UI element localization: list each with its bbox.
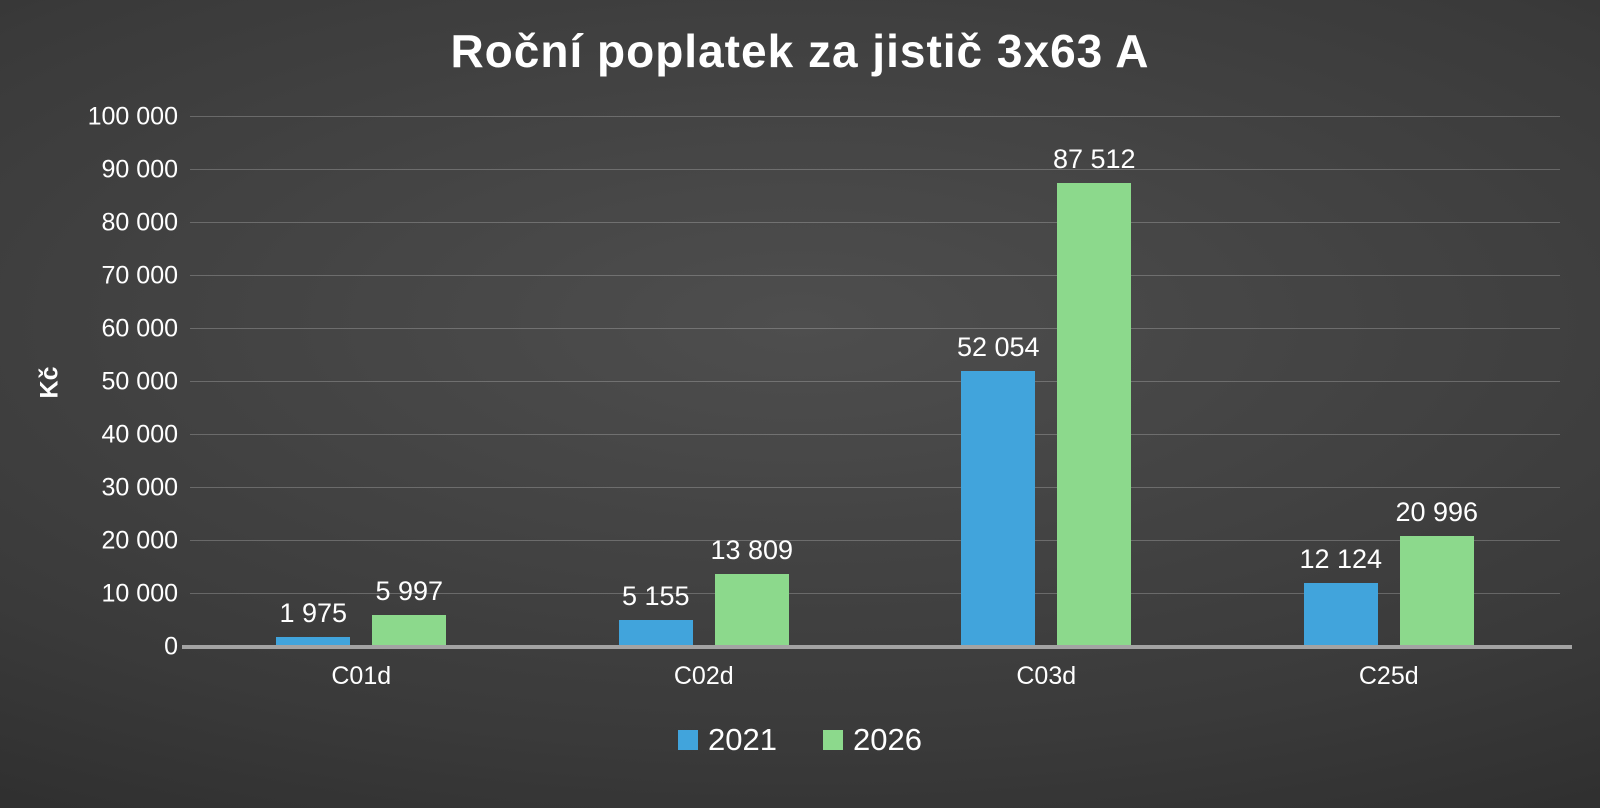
bar-value-label: 1 975 — [279, 597, 348, 628]
x-axis-line — [182, 645, 1572, 649]
bar-2026-C02d: 13 809 — [710, 535, 793, 647]
legend-label: 2021 — [708, 722, 777, 757]
y-tick-label: 30 000 — [101, 473, 178, 502]
gridline — [190, 434, 1560, 435]
chart-title: Roční poplatek za jistič 3x63 A — [450, 25, 1150, 77]
y-tick-label: 50 000 — [101, 367, 178, 396]
bar-2026-C01d: 5 997 — [372, 576, 447, 647]
y-tick-label: 20 000 — [101, 526, 178, 555]
y-tick-label: 90 000 — [101, 155, 178, 184]
bar-value-label: 13 809 — [710, 534, 794, 565]
gridline — [190, 328, 1560, 329]
bar-2021-C01d: 1 975 — [276, 598, 351, 647]
bar-2026-C25d: 20 996 — [1395, 497, 1478, 647]
x-axis-label-C02d: C02d — [673, 662, 734, 690]
plot-area: 1 975 5 997 5 155 13 809 52 054 87 512 12 124 2… — [182, 116, 1572, 649]
bar-2026-C03d: 87 512 — [1053, 144, 1136, 647]
gridline — [190, 540, 1560, 541]
bar-value-label: 12 124 — [1299, 543, 1383, 574]
x-axis-label-C01d: C01d — [331, 662, 392, 690]
y-tick-label: 70 000 — [101, 261, 178, 290]
bar-value-label: 5 155 — [621, 580, 690, 611]
legend-label: 2026 — [853, 722, 922, 757]
bar-2021-C03d: 52 054 — [957, 332, 1040, 647]
legend-marker-2021 — [678, 730, 699, 750]
legend-item-2021: 2021 — [678, 722, 777, 758]
y-axis: 0 10 000 20 000 30 000 40 000 50 000 60 000 70 … — [0, 103, 178, 661]
bar-group-C02d: 5 155 13 809 — [533, 117, 876, 647]
y-tick-label: 40 000 — [101, 420, 178, 449]
bar-value-label: 87 512 — [1052, 144, 1136, 175]
bar-value-label: 5 997 — [375, 576, 444, 607]
x-axis-label-C25d: C25d — [1358, 662, 1419, 690]
x-axis-label-C03d: C03d — [1016, 662, 1077, 690]
bar-2021-C25d: 12 124 — [1299, 544, 1382, 647]
gridline — [190, 381, 1560, 382]
bar-group-C03d: 52 054 87 512 — [875, 117, 1218, 647]
bar-group-C25d: 12 124 20 996 — [1218, 117, 1561, 647]
bar-group-C01d: 1 975 5 997 — [190, 117, 533, 647]
y-tick-label: 60 000 — [101, 314, 178, 343]
x-axis: C01d C02d C03d C25d — [190, 662, 1560, 696]
bar-value-label: 20 996 — [1395, 496, 1479, 527]
y-tick-label: 100 000 — [87, 102, 178, 131]
legend-item-2026: 2026 — [823, 722, 922, 758]
gridline — [190, 169, 1560, 170]
legend: 2021 2026 — [0, 722, 1600, 758]
y-tick-label: 0 — [164, 632, 178, 661]
gridline — [190, 222, 1560, 223]
gridline — [190, 593, 1560, 594]
y-tick-label: 80 000 — [101, 208, 178, 237]
gridline — [190, 275, 1560, 276]
gridline — [190, 116, 1560, 117]
gridline — [190, 487, 1560, 488]
bar-2021-C02d: 5 155 — [618, 581, 693, 647]
y-tick-label: 10 000 — [101, 579, 178, 608]
legend-marker-2026 — [823, 730, 843, 750]
bar-value-label: 52 054 — [956, 332, 1040, 363]
